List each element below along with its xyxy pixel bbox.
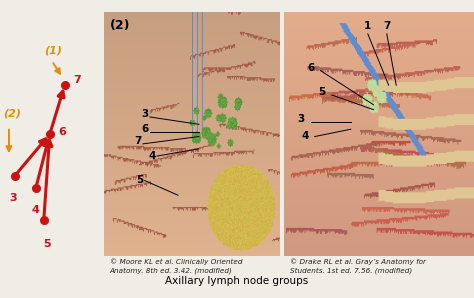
- Text: 4: 4: [301, 131, 309, 141]
- Text: 7: 7: [73, 75, 81, 85]
- Text: (2): (2): [109, 19, 130, 32]
- Text: Axillary lymph node groups: Axillary lymph node groups: [165, 276, 309, 286]
- Text: 1: 1: [364, 21, 371, 31]
- Text: 6: 6: [58, 127, 66, 137]
- Text: 6: 6: [141, 124, 148, 134]
- Text: 6: 6: [307, 63, 314, 73]
- Text: 4: 4: [32, 205, 40, 215]
- Text: (1): (1): [44, 46, 62, 55]
- Text: 5: 5: [319, 87, 326, 97]
- Text: 4: 4: [148, 150, 155, 161]
- Text: © Moore KL et al. Clinically Oriented
Anatomy. 8th ed. 3.42. (modified): © Moore KL et al. Clinically Oriented An…: [109, 259, 242, 274]
- Text: © Drake RL et al. Gray’s Anatomy for
Students. 1st ed. 7.56. (modified): © Drake RL et al. Gray’s Anatomy for Stu…: [290, 259, 426, 274]
- Text: 3: 3: [9, 193, 17, 203]
- Text: 7: 7: [383, 21, 391, 31]
- Text: 7: 7: [134, 136, 141, 146]
- Text: 3: 3: [298, 114, 305, 124]
- Text: (2): (2): [3, 109, 21, 119]
- Text: 5: 5: [43, 239, 51, 249]
- Text: 3: 3: [141, 109, 148, 119]
- Text: 5: 5: [136, 175, 143, 185]
